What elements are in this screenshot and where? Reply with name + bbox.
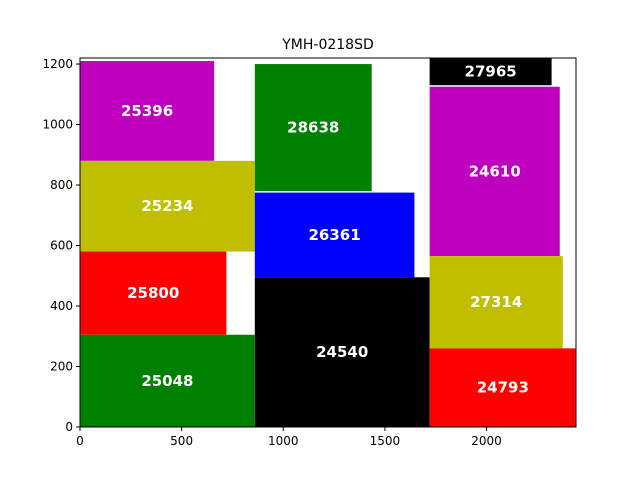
y-axis: 0 200 400 600 800 1000 1200 — [42, 57, 80, 434]
panel-label: 27965 — [465, 63, 517, 81]
y-tick-label: 800 — [50, 178, 73, 192]
panel-rect — [254, 192, 415, 278]
panel-rect — [80, 160, 255, 252]
panel-rect — [254, 64, 372, 192]
y-tick-label: 200 — [50, 360, 73, 374]
panel-label: 25800 — [127, 284, 179, 302]
x-tick-label: 2000 — [471, 434, 502, 448]
y-tick-label: 1000 — [42, 118, 73, 132]
panel-rect — [429, 58, 552, 86]
panel-rect — [429, 86, 560, 257]
x-tick-label: 0 — [76, 434, 84, 448]
y-tick-label: 0 — [65, 420, 73, 434]
panel-rect — [80, 61, 215, 161]
x-tick-label: 1500 — [370, 434, 401, 448]
panel-label: 25048 — [141, 372, 193, 390]
y-tick-label: 1200 — [42, 57, 73, 71]
y-tick-label: 400 — [50, 299, 73, 313]
x-tick-label: 500 — [170, 434, 193, 448]
panel-label: 27314 — [470, 293, 522, 311]
x-tick-label: 1000 — [268, 434, 299, 448]
panel-label: 26361 — [309, 226, 361, 244]
panel-label: 25396 — [121, 102, 173, 120]
x-axis: 0 500 1000 1500 2000 — [76, 427, 502, 448]
plot-area: 25396 25234 25800 25048 28638 26361 24540 27965… — [80, 58, 576, 427]
panel-label: 24793 — [477, 379, 529, 397]
panel-rect — [429, 348, 576, 427]
panel-rect — [429, 256, 563, 349]
panel-rect — [80, 334, 255, 427]
panel-label: 25234 — [141, 197, 193, 215]
chart-title: YMH-0218SD — [281, 37, 374, 53]
panel-rect — [254, 277, 430, 427]
panel-rect — [80, 251, 227, 335]
panel-label: 24540 — [316, 343, 368, 361]
panel-label: 28638 — [287, 119, 339, 137]
y-tick-label: 600 — [50, 239, 73, 253]
panel-label: 24610 — [469, 162, 521, 180]
plot-frame — [79, 57, 577, 428]
